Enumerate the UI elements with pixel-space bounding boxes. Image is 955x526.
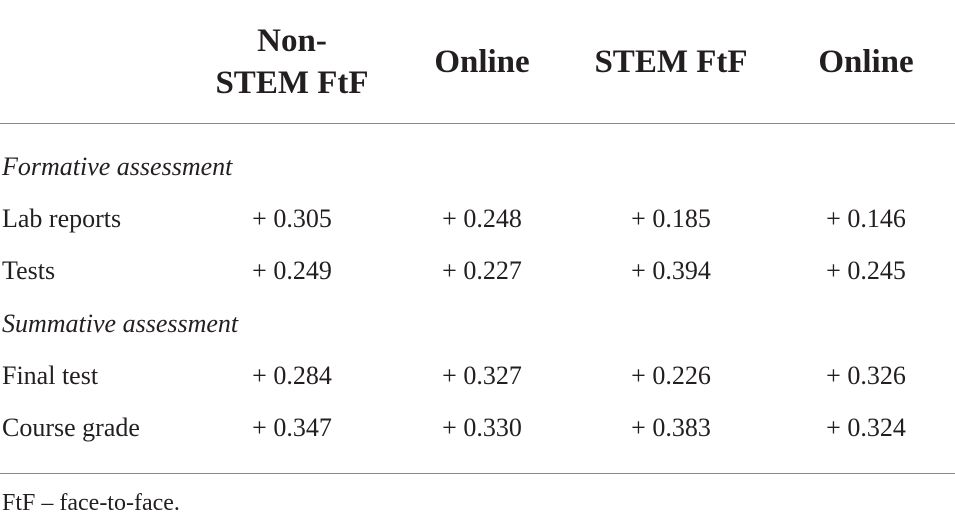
row-label: Lab reports: [2, 204, 122, 234]
column-header-text: Online: [434, 44, 530, 80]
column-header: Online: [387, 0, 577, 124]
cell-value: + 0.305: [252, 204, 332, 234]
cell-value: + 0.245: [826, 256, 906, 286]
column-header: Online: [771, 0, 955, 124]
column-header-text: Non-STEM FtF: [215, 23, 369, 101]
column-header: STEM FtF: [576, 0, 766, 124]
section-title: Formative assessment: [2, 152, 233, 181]
cell-value: + 0.383: [631, 413, 711, 442]
header-rule: [0, 123, 955, 124]
bottom-rule: [0, 473, 955, 474]
cell-value: + 0.347: [252, 413, 332, 442]
column-header-text: Online: [818, 44, 914, 80]
cell-value: + 0.185: [631, 204, 711, 234]
row-label: Final test: [2, 360, 99, 390]
cell-value: + 0.227: [442, 256, 522, 286]
cell-value: + 0.284: [252, 360, 332, 390]
column-header: Non-STEM FtF: [212, 0, 372, 124]
row-label: Course grade: [2, 413, 140, 442]
cell-value: + 0.327: [442, 360, 522, 390]
footnote: FtF – face-to-face.: [2, 490, 180, 516]
cell-value: + 0.330: [442, 413, 522, 442]
row-label: Tests: [2, 256, 56, 286]
cell-value: + 0.326: [826, 360, 906, 390]
cell-value: + 0.248: [442, 204, 522, 234]
section-title: Summative assessment: [2, 308, 239, 338]
cell-value: + 0.394: [631, 256, 711, 286]
cell-value: + 0.324: [826, 413, 906, 442]
cell-value: + 0.226: [631, 360, 711, 390]
cell-value: + 0.249: [252, 256, 332, 286]
cell-value: + 0.146: [826, 204, 906, 234]
column-header-text: STEM FtF: [594, 44, 748, 80]
